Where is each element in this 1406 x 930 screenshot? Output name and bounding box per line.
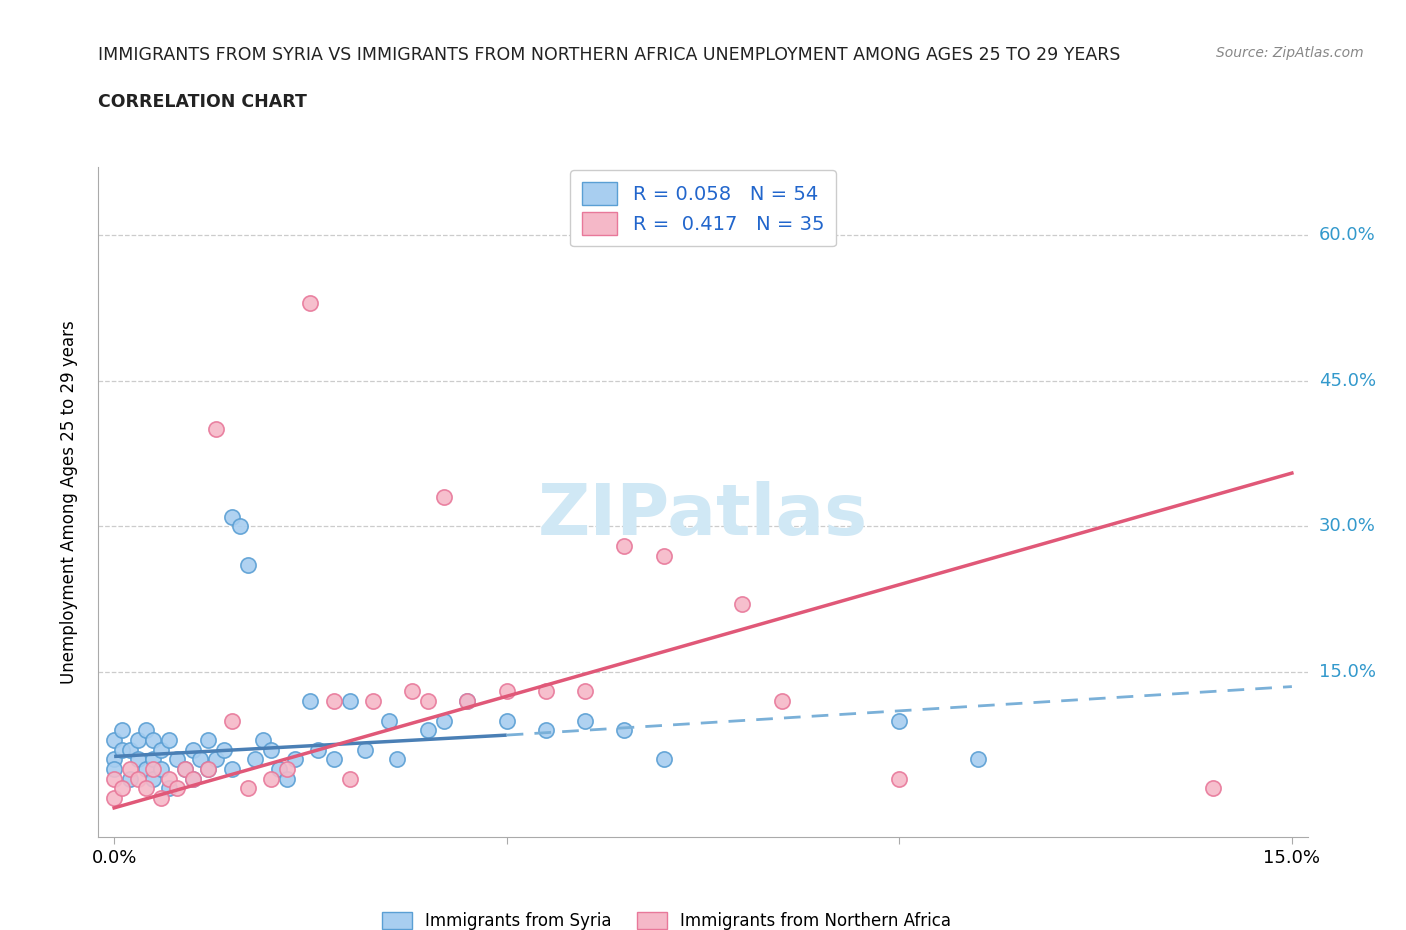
Point [276,762,298,777]
Point [142,752,165,767]
Point [142,733,165,748]
Point [157,733,180,748]
Point [166,752,188,767]
Text: IMMIGRANTS FROM SYRIA VS IMMIGRANTS FROM NORTHERN AFRICA UNEMPLOYMENT AMONG AGES: IMMIGRANTS FROM SYRIA VS IMMIGRANTS FROM… [98,46,1121,64]
Point [236,558,259,573]
Point [103,771,125,786]
Point [157,771,180,786]
Point [260,742,283,757]
Point [1202,781,1225,796]
Point [534,684,557,698]
Point [418,723,440,737]
Text: CORRELATION CHART: CORRELATION CHART [98,93,308,111]
Point [299,694,322,709]
Point [197,762,219,777]
Point [401,684,423,698]
Point [229,519,252,534]
Text: 30.0%: 30.0% [1319,517,1375,536]
Point [245,752,267,767]
Point [299,296,322,311]
Point [221,762,243,777]
Point [361,694,384,709]
Point [456,694,478,709]
Point [150,762,173,777]
Point [118,742,141,757]
Point [236,781,259,796]
Point [323,694,346,709]
Point [135,762,157,777]
Point [150,790,173,805]
Point [770,694,793,709]
Point [385,752,408,767]
Point [889,771,911,786]
Point [574,684,596,698]
Point [111,781,134,796]
Point [118,762,141,777]
Point [118,771,141,786]
Point [111,723,134,737]
Text: Source: ZipAtlas.com: Source: ZipAtlas.com [1216,46,1364,60]
Point [731,597,754,612]
Point [166,781,188,796]
Point [260,771,283,786]
Point [267,762,290,777]
Point [252,733,274,748]
Point [221,510,243,525]
Point [889,713,911,728]
Point [127,771,149,786]
Point [307,742,329,757]
Point [173,762,195,777]
Point [613,538,636,553]
Point [111,742,134,757]
Point [142,771,165,786]
Point [613,723,636,737]
Point [495,713,517,728]
Point [212,742,235,757]
Point [103,790,125,805]
Point [142,762,165,777]
Point [966,752,988,767]
Point [652,752,675,767]
Point [173,762,195,777]
Point [150,742,173,757]
Point [456,694,478,709]
Point [284,752,307,767]
Y-axis label: Unemployment Among Ages 25 to 29 years: Unemployment Among Ages 25 to 29 years [59,320,77,684]
Text: 60.0%: 60.0% [1319,226,1375,245]
Point [205,422,228,437]
Point [181,771,204,786]
Point [190,752,212,767]
Point [339,694,361,709]
Point [103,762,125,777]
Point [354,742,377,757]
Point [433,713,456,728]
Text: ZIPatlas: ZIPatlas [538,481,868,550]
Point [323,752,346,767]
Point [418,694,440,709]
Point [103,752,125,767]
Point [181,742,204,757]
Point [127,752,149,767]
Point [652,548,675,563]
Point [574,713,596,728]
Point [495,684,517,698]
Text: 15.0%: 15.0% [1319,663,1375,681]
Point [339,771,361,786]
Point [103,733,125,748]
Point [534,723,557,737]
Point [127,733,149,748]
Point [378,713,401,728]
Point [197,762,219,777]
Point [221,713,243,728]
Point [205,752,228,767]
Point [433,490,456,505]
Legend: Immigrants from Syria, Immigrants from Northern Africa: Immigrants from Syria, Immigrants from N… [375,906,957,930]
Point [135,781,157,796]
Point [157,781,180,796]
Text: 45.0%: 45.0% [1319,372,1376,390]
Point [197,733,219,748]
Point [276,771,298,786]
Point [181,771,204,786]
Point [135,723,157,737]
